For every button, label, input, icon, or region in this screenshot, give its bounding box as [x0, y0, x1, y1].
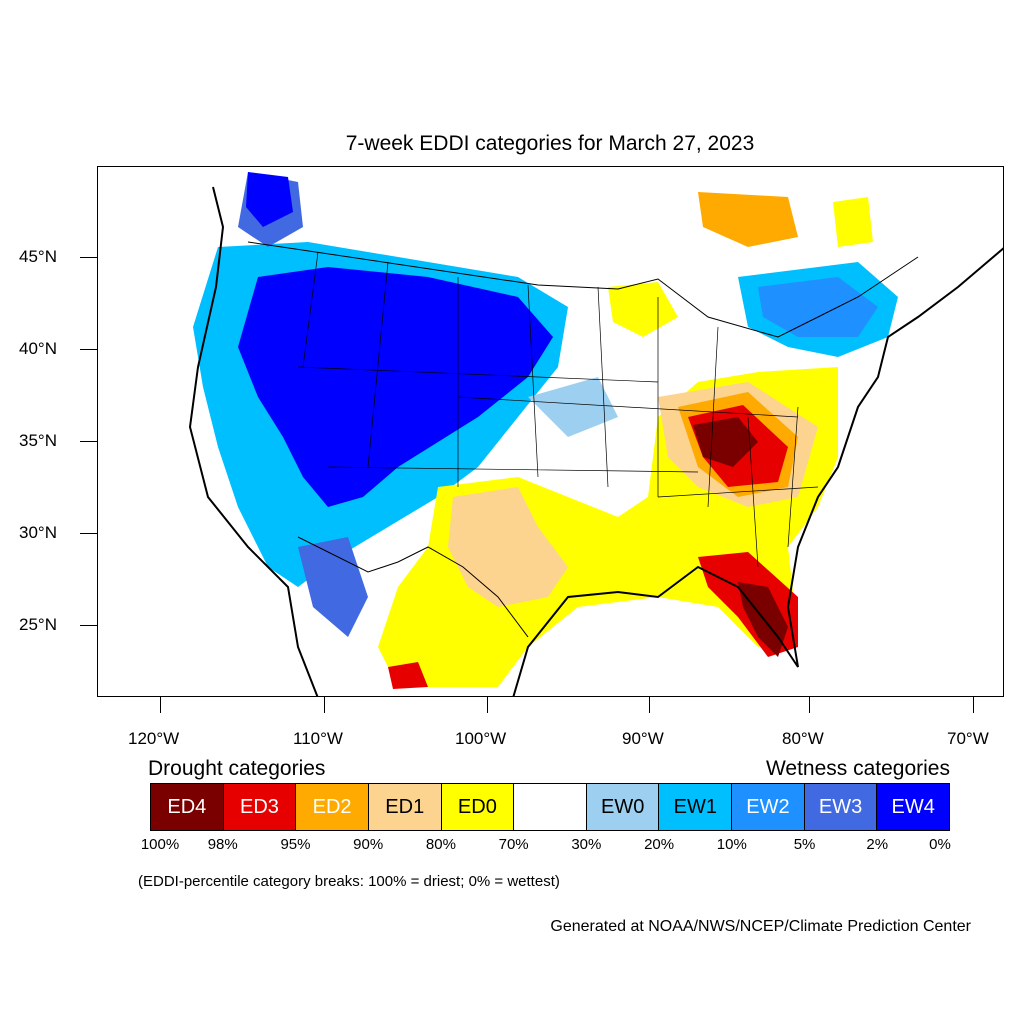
legend-cell-ew0: EW0 — [586, 784, 660, 830]
dry-region-ed1-texas — [448, 487, 568, 607]
lat-label-25: 25°N — [19, 615, 57, 634]
lon-tick-120 — [160, 697, 161, 713]
lon-label-70: 70°W — [947, 729, 989, 748]
percentile-break: 20% — [644, 836, 675, 853]
lat-label-45: 45°N — [19, 247, 57, 266]
legend-cell-ew4: EW4 — [877, 784, 950, 830]
lat-label-40: 40°N — [19, 339, 57, 358]
credit-line: Generated at NOAA/NWS/NCEP/Climate Predi… — [550, 918, 971, 935]
dry-region-ed4-tennessee — [693, 417, 758, 467]
lat-label-30: 30°N — [19, 523, 57, 542]
percentile-break: 2% — [866, 836, 889, 853]
lat-tick-40 — [80, 349, 97, 350]
lon-tick-90 — [649, 697, 650, 713]
wet-region-ew3-sw — [298, 537, 368, 637]
wetness-heading: Wetness categories — [765, 757, 950, 780]
percentile-break: 100% — [140, 836, 180, 853]
legend-cell-neutral — [514, 784, 587, 830]
lon-tick-70 — [973, 697, 974, 713]
percentile-break: 30% — [571, 836, 602, 853]
dry-region-ed0-quebec — [833, 197, 873, 247]
legend-cell-ed4: ED4 — [151, 784, 224, 830]
percentile-break: 0% — [929, 836, 951, 853]
lat-tick-45 — [80, 257, 97, 258]
lon-label-100: 100°W — [455, 729, 507, 748]
drought-heading: Drought categories — [148, 757, 326, 780]
lon-tick-100 — [487, 697, 488, 713]
map-panel — [97, 166, 1004, 697]
legend-cell-ew2: EW2 — [732, 784, 805, 830]
lon-label-120: 120°W — [128, 729, 180, 748]
eddi-map — [188, 172, 1003, 696]
coastline — [188, 186, 1003, 696]
percentile-break: 90% — [353, 836, 384, 853]
wet-region-ew2-northeast — [758, 277, 878, 337]
percentile-break: 80% — [425, 836, 456, 853]
map-title: 7-week EDDI categories for March 27, 202… — [345, 132, 755, 155]
wet-region-ew4-west — [238, 267, 553, 507]
legend-cell-ed1: ED1 — [368, 784, 442, 830]
percentile-break: 95% — [280, 836, 311, 853]
lat-label-35: 35°N — [19, 431, 57, 450]
percentile-break: 10% — [716, 836, 747, 853]
legend-cell-ed2: ED2 — [296, 784, 369, 830]
percentile-break: 98% — [207, 836, 238, 853]
lat-tick-35 — [80, 441, 97, 442]
lon-tick-110 — [324, 697, 325, 713]
wet-region-ew0-mid — [528, 377, 618, 437]
lon-label-90: 90°W — [622, 729, 664, 748]
category-note: (EDDI-percentile category breaks: 100% =… — [138, 873, 560, 890]
percentile-break: 70% — [498, 836, 529, 853]
legend-cell-ed3: ED3 — [223, 784, 297, 830]
state-borders — [297, 251, 819, 568]
dry-region-ed0-great-lakes — [608, 282, 678, 337]
legend-cell-ew3: EW3 — [804, 784, 878, 830]
us-canada-border — [247, 241, 919, 338]
lon-label-110: 110°W — [293, 729, 343, 748]
lat-tick-25 — [80, 625, 97, 626]
dry-region-ed3-mexico — [388, 662, 428, 689]
legend-cell-ew1: EW1 — [659, 784, 733, 830]
lat-tick-30 — [80, 533, 97, 534]
wet-region-ew4-nw — [246, 172, 293, 227]
lon-label-80: 80°W — [782, 729, 824, 748]
us-mexico-border — [297, 536, 529, 638]
dry-region-ed2-ontario — [698, 192, 798, 247]
lon-tick-80 — [809, 697, 810, 713]
category-legend: ED4 ED3 ED2 ED1 ED0 EW0 EW1 EW2 EW3 EW4 — [150, 783, 950, 831]
legend-cell-ed0: ED0 — [441, 784, 515, 830]
percentile-break: 5% — [793, 836, 816, 853]
